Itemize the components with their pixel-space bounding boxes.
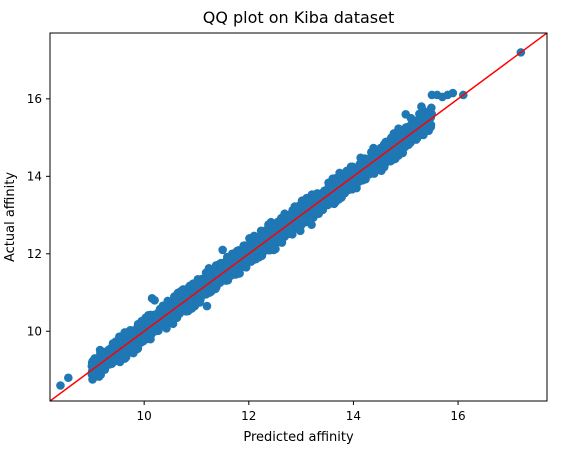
data-point bbox=[168, 315, 178, 324]
data-point bbox=[197, 278, 206, 287]
data-point bbox=[292, 205, 302, 214]
x-tick-label: 10 bbox=[137, 409, 152, 423]
data-point bbox=[427, 103, 436, 113]
data-point bbox=[372, 145, 382, 155]
data-point bbox=[188, 289, 197, 299]
data-point bbox=[284, 225, 294, 235]
data-point bbox=[419, 128, 429, 137]
data-point bbox=[136, 324, 146, 333]
x-tick-label: 12 bbox=[241, 409, 256, 423]
reference-line bbox=[50, 33, 547, 401]
data-point bbox=[202, 301, 212, 311]
data-point bbox=[411, 135, 421, 144]
data-point bbox=[377, 166, 386, 175]
data-point bbox=[182, 303, 191, 313]
data-point bbox=[448, 88, 458, 98]
data-point bbox=[241, 263, 251, 272]
data-point bbox=[406, 113, 416, 123]
x-axis-label: Predicted affinity bbox=[243, 430, 354, 445]
data-point bbox=[223, 252, 232, 262]
data-point bbox=[257, 251, 267, 261]
data-point bbox=[300, 216, 309, 225]
data-point bbox=[383, 140, 393, 149]
y-tick-label: 14 bbox=[27, 169, 42, 183]
y-tick-label: 16 bbox=[27, 92, 42, 106]
x-tick-label: 14 bbox=[346, 409, 361, 423]
data-point bbox=[139, 334, 149, 344]
data-point bbox=[195, 298, 204, 307]
data-point bbox=[172, 293, 181, 303]
data-point bbox=[180, 291, 190, 301]
data-point bbox=[285, 211, 294, 221]
data-point bbox=[333, 174, 342, 183]
data-point bbox=[263, 237, 272, 247]
data-point bbox=[394, 124, 403, 133]
y-tick-label: 12 bbox=[27, 247, 42, 261]
data-point bbox=[173, 306, 183, 316]
data-point bbox=[407, 120, 417, 129]
data-point bbox=[118, 344, 128, 354]
data-point bbox=[218, 245, 227, 255]
data-point bbox=[346, 168, 356, 177]
data-point bbox=[326, 180, 336, 190]
data-point bbox=[95, 361, 104, 371]
data-point bbox=[296, 226, 305, 236]
data-point bbox=[150, 295, 159, 305]
chart-title: QQ plot on Kiba dataset bbox=[203, 8, 395, 27]
data-point bbox=[311, 197, 320, 206]
data-point bbox=[205, 288, 214, 297]
data-point bbox=[122, 328, 132, 337]
data-point bbox=[105, 346, 115, 355]
data-point bbox=[270, 219, 279, 229]
data-point bbox=[210, 280, 219, 290]
data-point bbox=[415, 115, 425, 125]
data-point bbox=[216, 264, 225, 274]
data-point bbox=[229, 266, 239, 275]
data-point bbox=[371, 166, 380, 175]
axes-frame bbox=[49, 32, 548, 402]
y-axis-label: Actual affinity bbox=[3, 172, 18, 262]
data-point bbox=[270, 231, 280, 241]
data-point bbox=[330, 197, 340, 206]
data-point bbox=[203, 267, 212, 277]
data-point bbox=[390, 154, 400, 164]
data-point bbox=[56, 381, 65, 390]
data-point bbox=[340, 179, 350, 189]
data-point bbox=[64, 373, 73, 383]
data-point bbox=[417, 102, 426, 111]
data-point bbox=[275, 237, 285, 247]
data-point bbox=[364, 170, 374, 179]
data-point bbox=[251, 241, 260, 251]
data-point bbox=[307, 220, 316, 230]
y-tick-label: 10 bbox=[27, 324, 42, 338]
data-point bbox=[162, 307, 172, 317]
x-tick-label: 16 bbox=[450, 409, 465, 423]
